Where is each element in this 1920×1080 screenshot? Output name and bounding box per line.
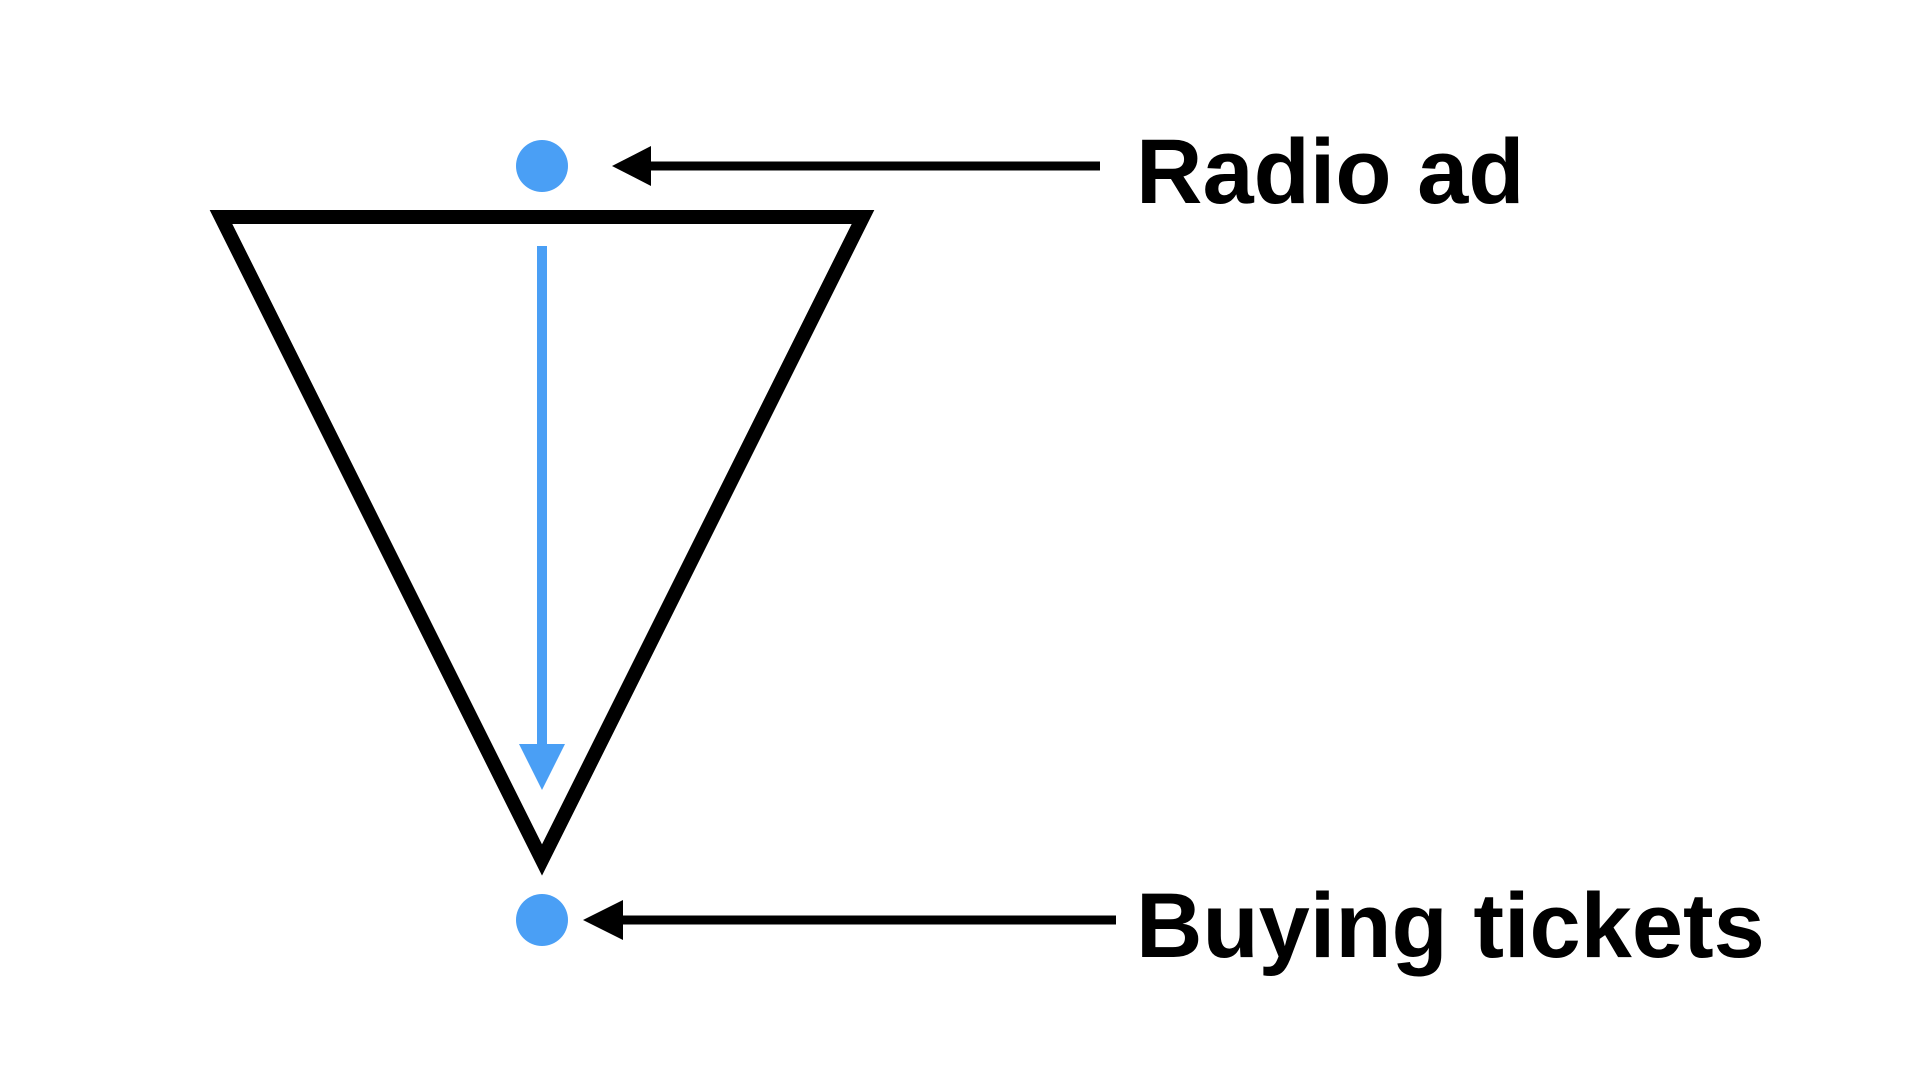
bottom-stage-label: Buying tickets bbox=[1136, 875, 1765, 977]
bottom-pointer-arrow-head bbox=[583, 900, 623, 940]
funnel-triangle bbox=[209, 210, 875, 876]
top-dot bbox=[516, 140, 568, 192]
top-stage-label: Radio ad bbox=[1136, 121, 1525, 223]
bottom-dot bbox=[516, 894, 568, 946]
funnel-flow-arrow-head bbox=[519, 744, 565, 790]
top-pointer-arrow-head bbox=[612, 146, 651, 186]
